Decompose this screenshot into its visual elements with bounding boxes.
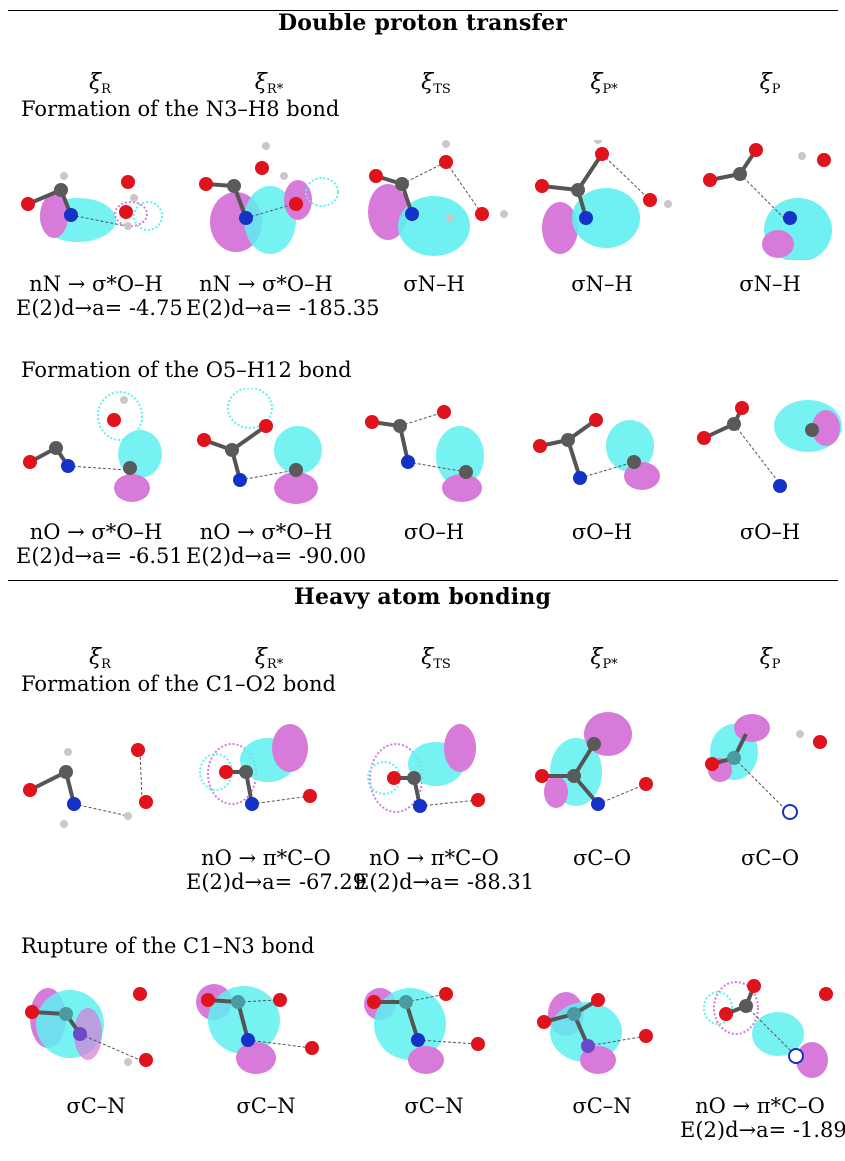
row-heading-c1-o2: Formation of the C1–O2 bond <box>21 672 336 696</box>
molecule-panel <box>522 964 682 1084</box>
nbo-label: σC–O <box>740 846 800 870</box>
nbo-label: σN–H <box>571 272 633 296</box>
nbo-label: nO → π*C–O E(2)d→a= -1.89 <box>680 1094 845 1142</box>
molecule-panel <box>690 388 845 508</box>
nbo-label: nO → σ*O–H E(2)d→a= -90.00 <box>186 520 367 568</box>
molecule-panel <box>354 712 514 832</box>
col-header-p: ξP <box>759 645 781 672</box>
row-heading-o5-h12: Formation of the O5–H12 bond <box>21 358 352 382</box>
section-title-heavy-atom: Heavy atom bonding <box>293 584 552 610</box>
molecule-panel <box>522 388 682 508</box>
nbo-label: nO → π*C–O E(2)d→a= -88.31 <box>354 846 535 894</box>
nbo-label: σO–H <box>571 520 633 544</box>
nbo-label: σC–O <box>572 846 632 870</box>
col-header-r: ξR <box>89 645 111 672</box>
molecule-panel <box>354 140 514 260</box>
col-header-p-star: ξP* <box>590 70 618 97</box>
col-header-r: ξR <box>89 70 111 97</box>
molecule-panel <box>522 712 682 832</box>
molecule-panel <box>690 712 845 832</box>
molecule-panel <box>354 388 514 508</box>
col-header-r-star: ξR* <box>254 70 284 97</box>
molecule-panel <box>16 140 176 260</box>
molecule-panel <box>186 388 346 508</box>
nbo-label: σC–N <box>404 1094 464 1118</box>
nbo-label: nO → π*C–O E(2)d→a= -67.29 <box>186 846 367 894</box>
molecule-panel <box>690 964 845 1084</box>
molecule-panel <box>522 140 682 260</box>
col-header-p-star: ξP* <box>590 645 618 672</box>
col-header-ts: ξTS <box>421 645 451 672</box>
top-rule <box>8 10 838 11</box>
molecule-panel <box>16 388 176 508</box>
molecule-panel <box>186 712 346 832</box>
nbo-label: σC–N <box>572 1094 632 1118</box>
section-divider <box>8 580 838 581</box>
col-header-r-star: ξR* <box>254 645 284 672</box>
col-header-ts: ξTS <box>421 70 451 97</box>
row-heading-n3-h8: Formation of the N3–H8 bond <box>21 97 340 121</box>
molecule-panel <box>16 964 176 1084</box>
row-heading-c1-n3: Rupture of the C1–N3 bond <box>21 934 315 958</box>
molecule-panel <box>690 140 845 260</box>
nbo-label: σO–H <box>739 520 801 544</box>
molecule-panel <box>186 140 346 260</box>
molecule-panel <box>354 964 514 1084</box>
nbo-label: σC–N <box>66 1094 126 1118</box>
nbo-label: nO → σ*O–H E(2)d→a= -6.51 <box>16 520 183 568</box>
nbo-label: σC–N <box>236 1094 296 1118</box>
nbo-label: nN → σ*O–H E(2)d→a= -4.75 <box>16 272 183 320</box>
nbo-label: σN–H <box>403 272 465 296</box>
nbo-label: nN → σ*O–H E(2)d→a= -185.35 <box>186 272 380 320</box>
nbo-label: σN–H <box>739 272 801 296</box>
col-header-p: ξP <box>759 70 781 97</box>
molecule-panel <box>16 712 176 832</box>
section-title-proton-transfer: Double proton transfer <box>277 10 568 36</box>
molecule-panel <box>186 964 346 1084</box>
nbo-label: σO–H <box>403 520 465 544</box>
